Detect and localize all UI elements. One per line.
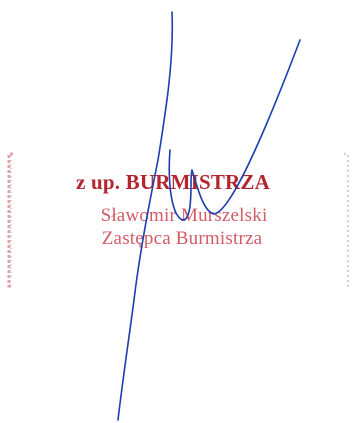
stamp-name: Sławomir Murszelski — [100, 205, 268, 226]
stamp-bracket-right — [344, 153, 349, 287]
stamp-bracket-left — [7, 152, 13, 288]
official-stamp: z up. BURMISTRZA Sławomir Murszelski Zas… — [30, 168, 336, 251]
stamp-role: Zastępca Burmistrza — [101, 228, 263, 249]
stamp-heading: z up. BURMISTRZA — [76, 170, 270, 194]
